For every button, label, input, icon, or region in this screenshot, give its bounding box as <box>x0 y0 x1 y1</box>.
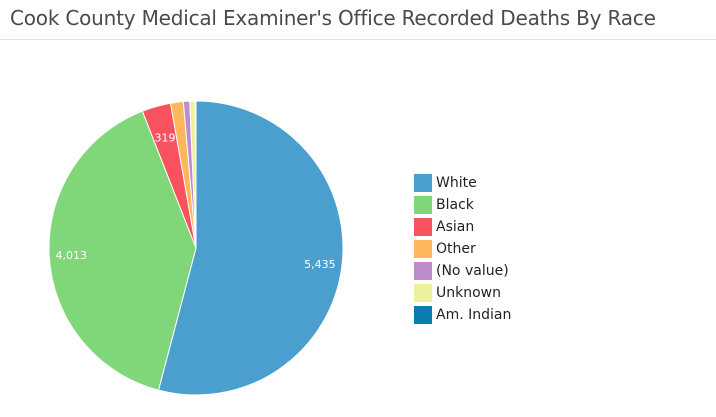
legend-item-1[interactable]: Black <box>414 194 511 216</box>
pie-data-label-0: 5,435 <box>304 258 336 271</box>
legend-item-0[interactable]: White <box>414 172 511 194</box>
pie-data-label-1: 4,013 <box>56 249 88 262</box>
legend-swatch <box>414 284 432 302</box>
legend-swatch <box>414 262 432 280</box>
legend-item-6[interactable]: Am. Indian <box>414 304 511 326</box>
legend-swatch <box>414 174 432 192</box>
legend-item-3[interactable]: Other <box>414 238 511 260</box>
legend-label: Black <box>436 197 474 213</box>
legend-swatch <box>414 306 432 324</box>
chart-legend: White Black Asian Other (No value) Unknown Am.… <box>414 172 511 326</box>
legend-swatch <box>414 240 432 258</box>
legend-item-2[interactable]: Asian <box>414 216 511 238</box>
legend-label: Asian <box>436 219 475 235</box>
legend-label: (No value) <box>436 263 509 279</box>
legend-label: White <box>436 175 477 191</box>
pie-slice-1[interactable] <box>48 110 197 391</box>
title-divider <box>0 39 716 40</box>
legend-label: Unknown <box>436 285 501 301</box>
legend-label: Other <box>436 241 476 257</box>
chart-title: Cook County Medical Examiner's Office Re… <box>10 6 656 30</box>
legend-swatch <box>414 218 432 236</box>
legend-swatch <box>414 196 432 214</box>
pie-slice-6[interactable] <box>194 100 197 249</box>
pie-data-label-2: 319 <box>155 132 176 145</box>
legend-item-5[interactable]: Unknown <box>414 282 511 304</box>
legend-label: Am. Indian <box>436 307 512 323</box>
legend-item-4[interactable]: (No value) <box>414 260 511 282</box>
pie-slice-0[interactable] <box>157 100 344 396</box>
